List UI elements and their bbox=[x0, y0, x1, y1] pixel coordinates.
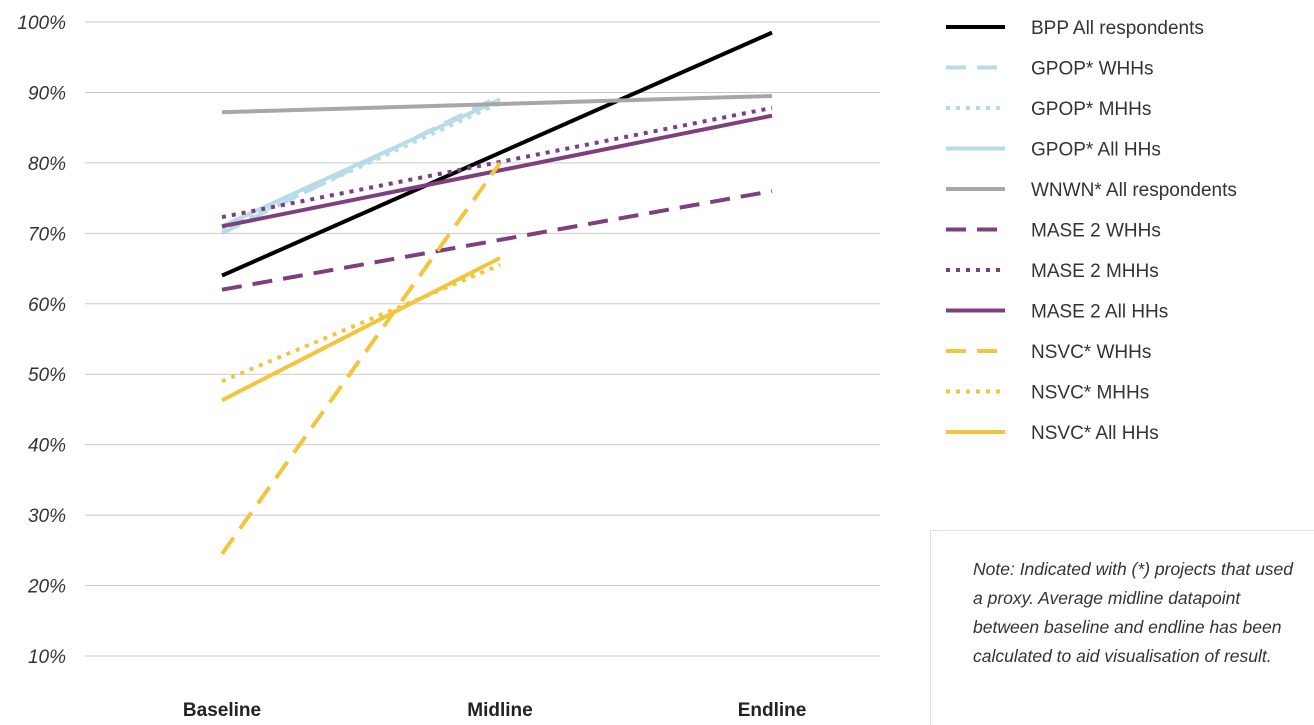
legend-item: NSVC* WHHs bbox=[946, 342, 1151, 363]
series-line bbox=[221, 113, 773, 229]
legend-label: BPP All respondents bbox=[1031, 18, 1204, 39]
legend-label: GPOP* WHHs bbox=[1031, 59, 1153, 80]
legend-item: MASE 2 All HHs bbox=[946, 302, 1168, 323]
x-tick-label: Endline bbox=[738, 700, 807, 721]
y-tick-label: 10% bbox=[28, 647, 66, 668]
legend-item: GPOP* MHHs bbox=[946, 99, 1151, 120]
series-line bbox=[221, 105, 773, 220]
legend-item: MASE 2 WHHs bbox=[946, 221, 1161, 242]
legend-item: WNWN* All respondents bbox=[946, 180, 1237, 201]
legend-label: NSVC* WHHs bbox=[1031, 342, 1151, 363]
legend: BPP All respondents GPOP* WHHs GPOP* MHHs G… bbox=[946, 18, 1237, 444]
legend-label: NSVC* All HHs bbox=[1031, 423, 1159, 444]
legend-label: WNWN* All respondents bbox=[1031, 180, 1237, 201]
series-line bbox=[221, 263, 501, 384]
series-lines bbox=[220, 30, 773, 556]
legend-label: GPOP* MHHs bbox=[1031, 99, 1151, 120]
legend-item: BPP All respondents bbox=[946, 18, 1204, 39]
series-line bbox=[221, 189, 773, 292]
y-tick-label: 50% bbox=[28, 365, 66, 386]
y-tick-label: 80% bbox=[28, 154, 66, 175]
y-tick-label: 20% bbox=[27, 577, 66, 598]
legend-item: MASE 2 MHHs bbox=[946, 261, 1159, 282]
y-tick-label: 90% bbox=[28, 83, 66, 104]
legend-label: GPOP* All HHs bbox=[1031, 140, 1161, 161]
legend-item: NSVC* All HHs bbox=[946, 423, 1159, 444]
series-line bbox=[221, 256, 501, 403]
legend-label: MASE 2 WHHs bbox=[1031, 221, 1161, 242]
y-tick-label: 70% bbox=[28, 224, 66, 245]
series-line bbox=[221, 101, 501, 232]
legend-label: MASE 2 MHHs bbox=[1031, 261, 1159, 282]
y-tick-label: 40% bbox=[28, 436, 66, 457]
x-tick-label: Baseline bbox=[183, 700, 261, 721]
gridlines bbox=[85, 21, 880, 657]
legend-item: GPOP* All HHs bbox=[946, 140, 1161, 161]
y-tick-label: 100% bbox=[17, 13, 66, 34]
series-line bbox=[221, 94, 773, 115]
x-axis-ticks: Baseline Midline Endline bbox=[183, 700, 806, 721]
chart-note: Note: Indicated with (*) projects that u… bbox=[930, 530, 1314, 725]
y-tick-label: 60% bbox=[28, 295, 66, 316]
legend-label: MASE 2 All HHs bbox=[1031, 302, 1168, 323]
y-axis-ticks: 10% 20% 30% 40% 50% 60% 70% 80% 90% 100% bbox=[17, 13, 66, 668]
y-tick-label: 30% bbox=[28, 506, 66, 527]
series-line bbox=[221, 97, 501, 229]
legend-item: GPOP* WHHs bbox=[946, 59, 1153, 80]
series-line bbox=[220, 161, 502, 556]
legend-item: NSVC* MHHs bbox=[946, 383, 1149, 404]
legend-label: NSVC* MHHs bbox=[1031, 383, 1149, 404]
series-line bbox=[221, 30, 773, 278]
x-tick-label: Midline bbox=[467, 700, 532, 721]
